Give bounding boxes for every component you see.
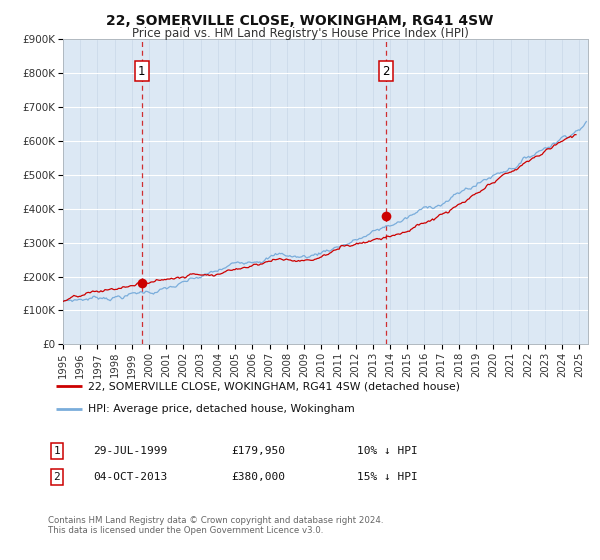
Text: 1: 1 — [138, 65, 145, 78]
Text: 1: 1 — [53, 446, 61, 456]
Text: HPI: Average price, detached house, Wokingham: HPI: Average price, detached house, Woki… — [88, 404, 355, 414]
Text: Price paid vs. HM Land Registry's House Price Index (HPI): Price paid vs. HM Land Registry's House … — [131, 27, 469, 40]
Text: 22, SOMERVILLE CLOSE, WOKINGHAM, RG41 4SW (detached house): 22, SOMERVILLE CLOSE, WOKINGHAM, RG41 4S… — [88, 381, 460, 391]
Text: £380,000: £380,000 — [231, 472, 285, 482]
Text: £179,950: £179,950 — [231, 446, 285, 456]
Text: 22, SOMERVILLE CLOSE, WOKINGHAM, RG41 4SW: 22, SOMERVILLE CLOSE, WOKINGHAM, RG41 4S… — [106, 14, 494, 28]
Text: This data is licensed under the Open Government Licence v3.0.: This data is licensed under the Open Gov… — [48, 526, 323, 535]
Text: 2: 2 — [53, 472, 61, 482]
Text: 15% ↓ HPI: 15% ↓ HPI — [357, 472, 418, 482]
Text: 10% ↓ HPI: 10% ↓ HPI — [357, 446, 418, 456]
Text: 29-JUL-1999: 29-JUL-1999 — [93, 446, 167, 456]
Text: 2: 2 — [382, 65, 389, 78]
Text: 04-OCT-2013: 04-OCT-2013 — [93, 472, 167, 482]
Text: Contains HM Land Registry data © Crown copyright and database right 2024.: Contains HM Land Registry data © Crown c… — [48, 516, 383, 525]
